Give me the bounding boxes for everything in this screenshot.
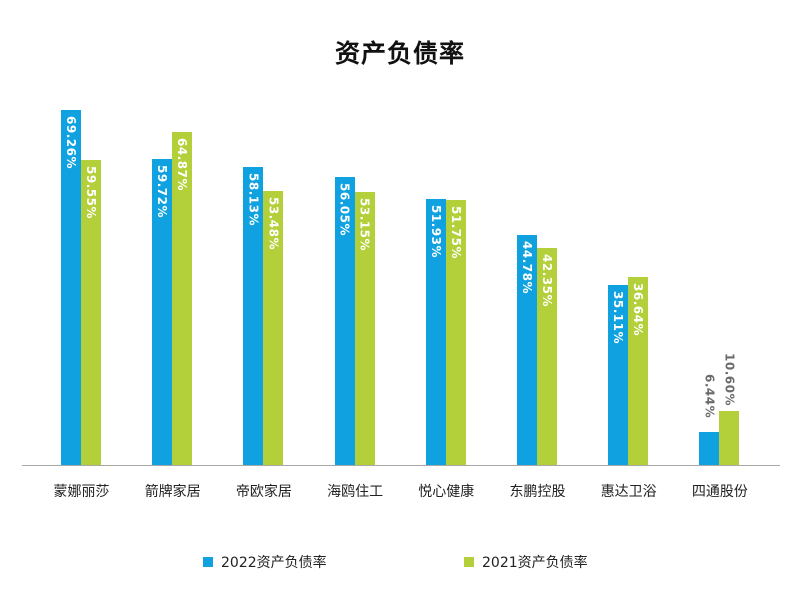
data-label: 56.05%: [337, 183, 352, 236]
data-label: 69.26%: [64, 116, 78, 169]
data-label: 42.35%: [540, 254, 554, 307]
legend-swatch-2021: [464, 557, 474, 567]
bar-2022-2[interactable]: [243, 167, 264, 465]
data-label: 59.55%: [84, 166, 98, 219]
legend-item-2021[interactable]: 2021资产负债率: [464, 552, 588, 572]
bar-2022-5[interactable]: [517, 235, 537, 465]
chart-title: 资产负债率: [334, 39, 465, 68]
bar-2022-4[interactable]: [425, 199, 446, 465]
category-label: 帝欧家居: [235, 484, 292, 500]
legend-swatch-2022: [203, 557, 213, 567]
legend-item-2022[interactable]: 2022资产负债率: [203, 552, 327, 572]
bar-2021-6[interactable]: [628, 277, 649, 465]
plot-area: 69.26% 59.55% 59.72% 64.87% 58.13% 53.48% 56.0…: [22, 90, 780, 465]
legend: 2022资产负债率 2021资产负债率: [0, 552, 800, 576]
data-label: 58.13%: [246, 173, 261, 226]
bar-2021-2[interactable]: [263, 191, 284, 465]
category-label: 悦心健康: [418, 484, 475, 500]
bar-2021-5[interactable]: [537, 248, 557, 465]
data-label: 36.64%: [631, 283, 646, 336]
category-label: 蒙娜丽莎: [53, 484, 110, 500]
data-label: 35.11%: [611, 291, 626, 344]
data-label: 51.93%: [428, 205, 443, 258]
legend-label-2021: 2021资产负债率: [482, 555, 588, 571]
bar-2022-3[interactable]: [334, 177, 355, 465]
bar-2022-6[interactable]: [608, 285, 629, 465]
data-label: 64.87%: [175, 138, 190, 191]
data-label: 6.44%: [702, 374, 717, 419]
data-label: 10.60%: [722, 353, 737, 406]
legend-label-2022: 2022资产负债率: [221, 555, 327, 571]
data-label: 44.78%: [520, 241, 534, 294]
category-label: 惠达卫浴: [600, 484, 657, 500]
bar-2021-7[interactable]: [719, 411, 740, 465]
bar-2021-1[interactable]: [172, 132, 193, 465]
data-label: 53.15%: [357, 198, 372, 251]
bar-2022-0[interactable]: [61, 110, 81, 465]
category-label: 海鸥住工: [327, 484, 384, 500]
data-label: 51.75%: [448, 206, 463, 259]
bar-2021-0[interactable]: [81, 160, 101, 465]
x-axis-line: [22, 465, 780, 466]
category-label: 东鹏控股: [509, 484, 566, 500]
data-label: 53.48%: [266, 197, 281, 250]
bar-2022-1[interactable]: [152, 159, 173, 465]
bar-2022-7[interactable]: [699, 432, 720, 465]
category-label: 四通股份: [691, 484, 748, 500]
bar-2021-3[interactable]: [354, 192, 375, 465]
data-label: 59.72%: [155, 165, 170, 218]
category-label: 箭牌家居: [144, 484, 201, 500]
bar-2021-4[interactable]: [445, 200, 466, 465]
